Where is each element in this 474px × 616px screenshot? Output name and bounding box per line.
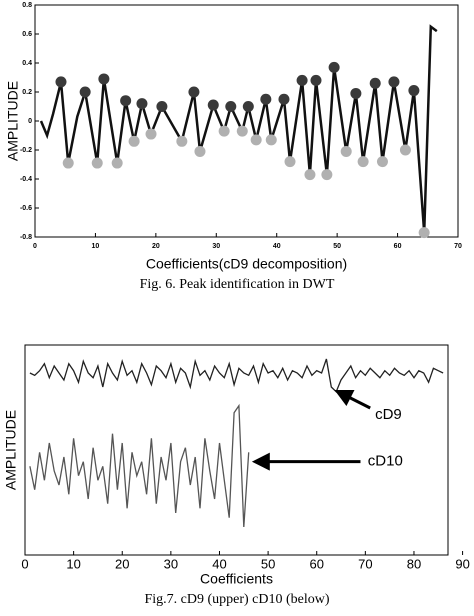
- annotation: cD9: [375, 406, 402, 423]
- peak-marker: [369, 77, 381, 89]
- peak-marker: [418, 227, 430, 239]
- caption: Fig. 6. Peak identification in DWT: [140, 277, 335, 292]
- x-tick-label: 10: [92, 243, 100, 250]
- y-axis-label: AMPLITUDE: [5, 81, 21, 161]
- peak-marker: [98, 73, 110, 85]
- peak-marker: [350, 87, 362, 99]
- peak-marker: [296, 74, 308, 86]
- x-tick-label: 30: [212, 243, 220, 250]
- peak-marker: [265, 134, 277, 146]
- x-tick-label: 70: [358, 556, 372, 571]
- y-tick-label: -0.4: [20, 176, 32, 183]
- peak-marker: [399, 144, 411, 156]
- y-tick-label: -0.6: [20, 205, 32, 212]
- arrow: [334, 389, 371, 410]
- y-axis-label: AMPLITUDE: [3, 410, 19, 490]
- plot-frame: [24, 344, 449, 556]
- peak-marker: [111, 157, 123, 169]
- x-tick-label: 60: [309, 556, 323, 571]
- y-tick-label: 0.6: [22, 31, 32, 38]
- line: [29, 358, 444, 393]
- x-tick-label: 20: [152, 243, 160, 250]
- peak-marker: [328, 61, 340, 73]
- peak-marker: [304, 169, 316, 181]
- y-tick-label: 0.8: [22, 2, 32, 9]
- caption: Fig.7. cD9 (upper) cD10 (below): [144, 592, 329, 607]
- x-tick-label: 80: [407, 556, 421, 571]
- peak-marker: [408, 85, 420, 97]
- annotation: cD10: [368, 453, 403, 470]
- x-tick-label: 70: [454, 243, 462, 250]
- x-tick-label: 30: [164, 556, 178, 571]
- peak-marker: [207, 99, 219, 111]
- peak-marker: [376, 156, 388, 168]
- peak-marker: [284, 156, 296, 168]
- peak-marker: [250, 134, 262, 146]
- peak-marker: [62, 157, 74, 169]
- x-tick-label: 20: [115, 556, 129, 571]
- x-tick-label: 10: [66, 556, 80, 571]
- peak-marker: [225, 101, 237, 112]
- peak-marker: [120, 95, 132, 107]
- peak-marker: [218, 125, 230, 137]
- peak-marker: [388, 76, 400, 88]
- peak-marker: [176, 135, 188, 147]
- peak-marker: [128, 135, 140, 147]
- x-tick-label: 60: [394, 243, 402, 250]
- x-tick-label: 40: [212, 556, 226, 571]
- x-tick-label: 90: [455, 556, 469, 571]
- peak-marker: [321, 169, 333, 181]
- line: [39, 24, 438, 233]
- peak-marker: [91, 157, 103, 169]
- peak-marker: [310, 74, 322, 86]
- peak-marker: [79, 86, 91, 98]
- peak-marker: [55, 76, 67, 88]
- peak-marker: [136, 98, 148, 110]
- peak-marker: [278, 93, 290, 105]
- y-tick-label: -0.2: [20, 147, 32, 154]
- y-tick-label: 0: [28, 118, 32, 125]
- y-tick-label: -0.8: [20, 234, 32, 241]
- peak-marker: [340, 145, 352, 157]
- x-axis-label: Coefficients: [200, 571, 273, 587]
- x-tick-label: 40: [273, 243, 281, 250]
- peak-marker: [242, 101, 254, 112]
- y-tick-label: 0.4: [22, 60, 32, 67]
- peak-marker: [156, 101, 168, 112]
- peak-marker: [194, 145, 206, 157]
- x-tick-label: 50: [261, 556, 275, 571]
- x-axis-label: Coefficients(cD9 decomposition): [146, 256, 347, 272]
- x-tick-label: 50: [333, 243, 341, 250]
- x-tick-label: 0: [33, 243, 37, 250]
- x-tick-label: 0: [21, 556, 28, 571]
- peak-marker: [188, 86, 200, 98]
- plot-frame: [34, 4, 459, 238]
- line: [29, 403, 250, 528]
- peak-marker: [236, 125, 248, 137]
- peak-marker: [357, 156, 369, 168]
- y-tick-label: 0.2: [22, 89, 32, 96]
- peak-marker: [260, 93, 272, 105]
- peak-marker: [145, 128, 157, 140]
